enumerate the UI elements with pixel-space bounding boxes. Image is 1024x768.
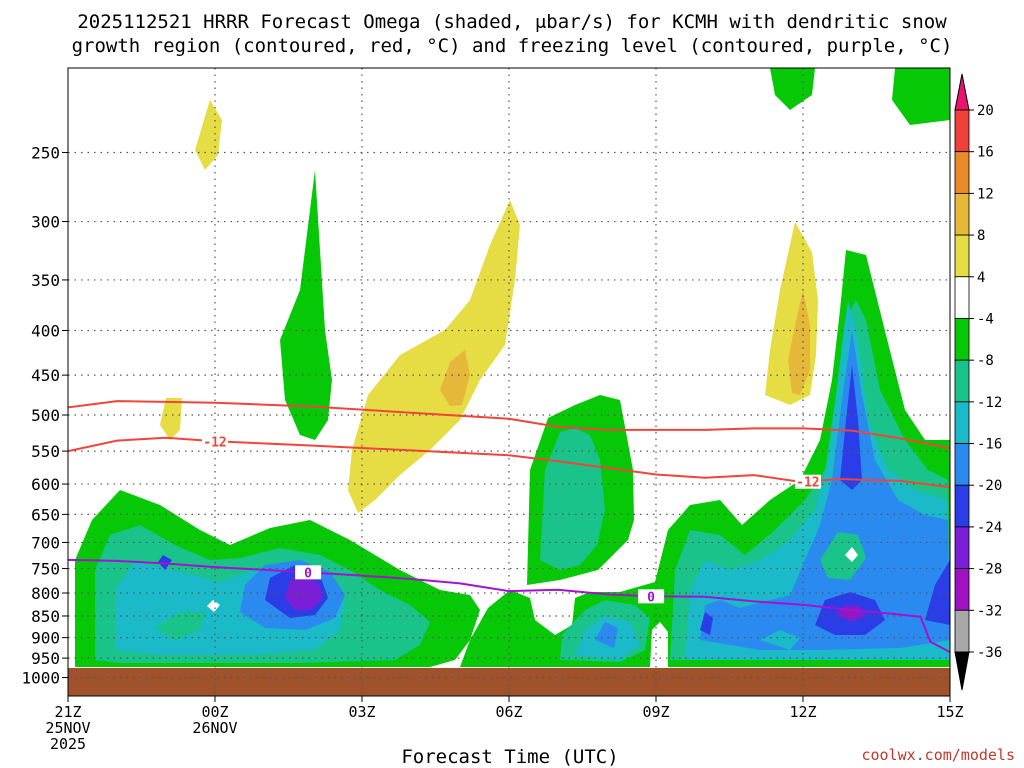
y-tick-label: 750 bbox=[31, 560, 60, 579]
colorbar-box bbox=[954, 484, 970, 528]
colorbar-arrow-bottom bbox=[954, 651, 970, 691]
credit-text: coolwx.com/models bbox=[861, 746, 1015, 764]
colorbar-box bbox=[954, 109, 970, 153]
colorbar: 20 16 12 8 4 -4 -8 -12 -16 -20 -24 -28 -32 -36 bbox=[954, 73, 1002, 691]
contour-line bbox=[68, 558, 950, 653]
ground-layer bbox=[68, 668, 950, 696]
y-tick-label: 600 bbox=[31, 475, 60, 494]
omega-region bbox=[925, 560, 950, 625]
colorbar-box bbox=[954, 276, 970, 319]
colorbar-box bbox=[954, 234, 970, 278]
omega-region bbox=[650, 622, 668, 667]
grid-lines bbox=[67, 68, 950, 696]
x-tick-label: 03Z bbox=[348, 703, 375, 721]
colorbar-arrow-top bbox=[954, 73, 970, 111]
omega-region bbox=[595, 622, 618, 648]
colorbar-box bbox=[954, 568, 970, 611]
x-tick-label: 00Z bbox=[201, 703, 228, 721]
colorbar-label: -12 bbox=[977, 395, 1002, 411]
x-tick-label: 06Z bbox=[495, 703, 522, 721]
x-axis-label: Forecast Time (UTC) bbox=[401, 746, 618, 768]
y-tick-label: 800 bbox=[31, 584, 60, 603]
colorbar-label: -8 bbox=[977, 353, 994, 369]
y-tick-label: 450 bbox=[31, 366, 60, 385]
colorbar-box bbox=[954, 401, 970, 444]
contour-labels: -12 -12 0 0 bbox=[202, 434, 821, 605]
y-tick-label: 250 bbox=[31, 144, 60, 163]
omega-region bbox=[540, 428, 605, 570]
colorbar-label: 8 bbox=[977, 228, 985, 244]
omega-region bbox=[700, 612, 713, 635]
colorbar-label: -16 bbox=[977, 437, 1002, 453]
colorbar-label: -20 bbox=[977, 478, 1002, 494]
x-tick-year: 2025 bbox=[50, 735, 86, 753]
colorbar-box bbox=[954, 192, 970, 236]
y-tick-label: 1000 bbox=[21, 669, 60, 688]
colorbar-label: -4 bbox=[977, 311, 994, 327]
omega-region bbox=[348, 200, 520, 513]
contour-label: -12 bbox=[203, 435, 226, 450]
omega-region bbox=[530, 588, 575, 610]
contour-label-bg bbox=[295, 565, 322, 580]
colorbar-label: 16 bbox=[977, 145, 994, 161]
x-tick-label: 09Z bbox=[642, 703, 669, 721]
colorbar-box bbox=[954, 151, 970, 194]
colorbar-label: -36 bbox=[977, 645, 1002, 661]
contour-label-bg bbox=[202, 434, 228, 449]
colorbar-label: -32 bbox=[977, 603, 1002, 619]
omega-region bbox=[280, 170, 332, 440]
contour-label: 0 bbox=[304, 566, 312, 581]
omega-region bbox=[845, 547, 858, 562]
contour-label-bg bbox=[794, 474, 821, 489]
omega-region bbox=[160, 398, 182, 440]
colorbar-box bbox=[954, 526, 970, 570]
contour-label-bg bbox=[638, 589, 665, 604]
y-axis: 250 300 350 400 450 500 550 600 650 700 750 800 850 9… bbox=[21, 144, 68, 688]
colorbar-label: 12 bbox=[977, 186, 994, 202]
omega-region bbox=[700, 330, 950, 650]
omega-shading bbox=[68, 68, 950, 696]
omega-region bbox=[788, 290, 810, 395]
colorbar-box bbox=[954, 443, 970, 486]
y-tick-label: 500 bbox=[31, 406, 60, 425]
colorbar-box bbox=[954, 609, 970, 653]
y-tick-label: 850 bbox=[31, 607, 60, 626]
colorbar-box bbox=[954, 359, 970, 403]
omega-region bbox=[770, 68, 815, 110]
y-tick-label: 700 bbox=[31, 533, 60, 552]
colorbar-label: -24 bbox=[977, 520, 1002, 536]
contour-line bbox=[68, 400, 950, 450]
contour-label: 0 bbox=[647, 590, 655, 605]
chart-title-line1: 2025112521 HRRR Forecast Omega (shaded, … bbox=[77, 11, 947, 33]
contour-label: -12 bbox=[796, 476, 819, 491]
y-tick-label: 400 bbox=[31, 322, 60, 341]
x-tick-label: 12Z bbox=[789, 703, 816, 721]
omega-region bbox=[207, 600, 220, 612]
omega-region bbox=[155, 612, 205, 640]
omega-region bbox=[892, 68, 950, 125]
y-tick-label: 300 bbox=[31, 213, 60, 232]
colorbar-box bbox=[954, 318, 970, 361]
x-tick-label: 21Z bbox=[54, 703, 81, 721]
omega-region bbox=[440, 350, 470, 406]
x-tick-date: 26NOV bbox=[192, 719, 237, 737]
x-tick-date: 25NOV bbox=[45, 719, 90, 737]
y-tick-label: 650 bbox=[31, 505, 60, 524]
y-tick-label: 350 bbox=[31, 271, 60, 290]
omega-region bbox=[760, 630, 800, 650]
colorbar-label: -28 bbox=[977, 562, 1002, 578]
colorbar-label: 20 bbox=[977, 103, 994, 119]
chart-title-line2: growth region (contoured, red, °C) and f… bbox=[72, 35, 953, 57]
colorbar-label: 4 bbox=[977, 270, 985, 286]
x-tick-label: 15Z bbox=[936, 703, 963, 721]
omega-region bbox=[840, 365, 862, 490]
y-tick-label: 900 bbox=[31, 629, 60, 648]
y-tick-label: 550 bbox=[31, 442, 60, 461]
y-tick-label: 950 bbox=[31, 649, 60, 668]
